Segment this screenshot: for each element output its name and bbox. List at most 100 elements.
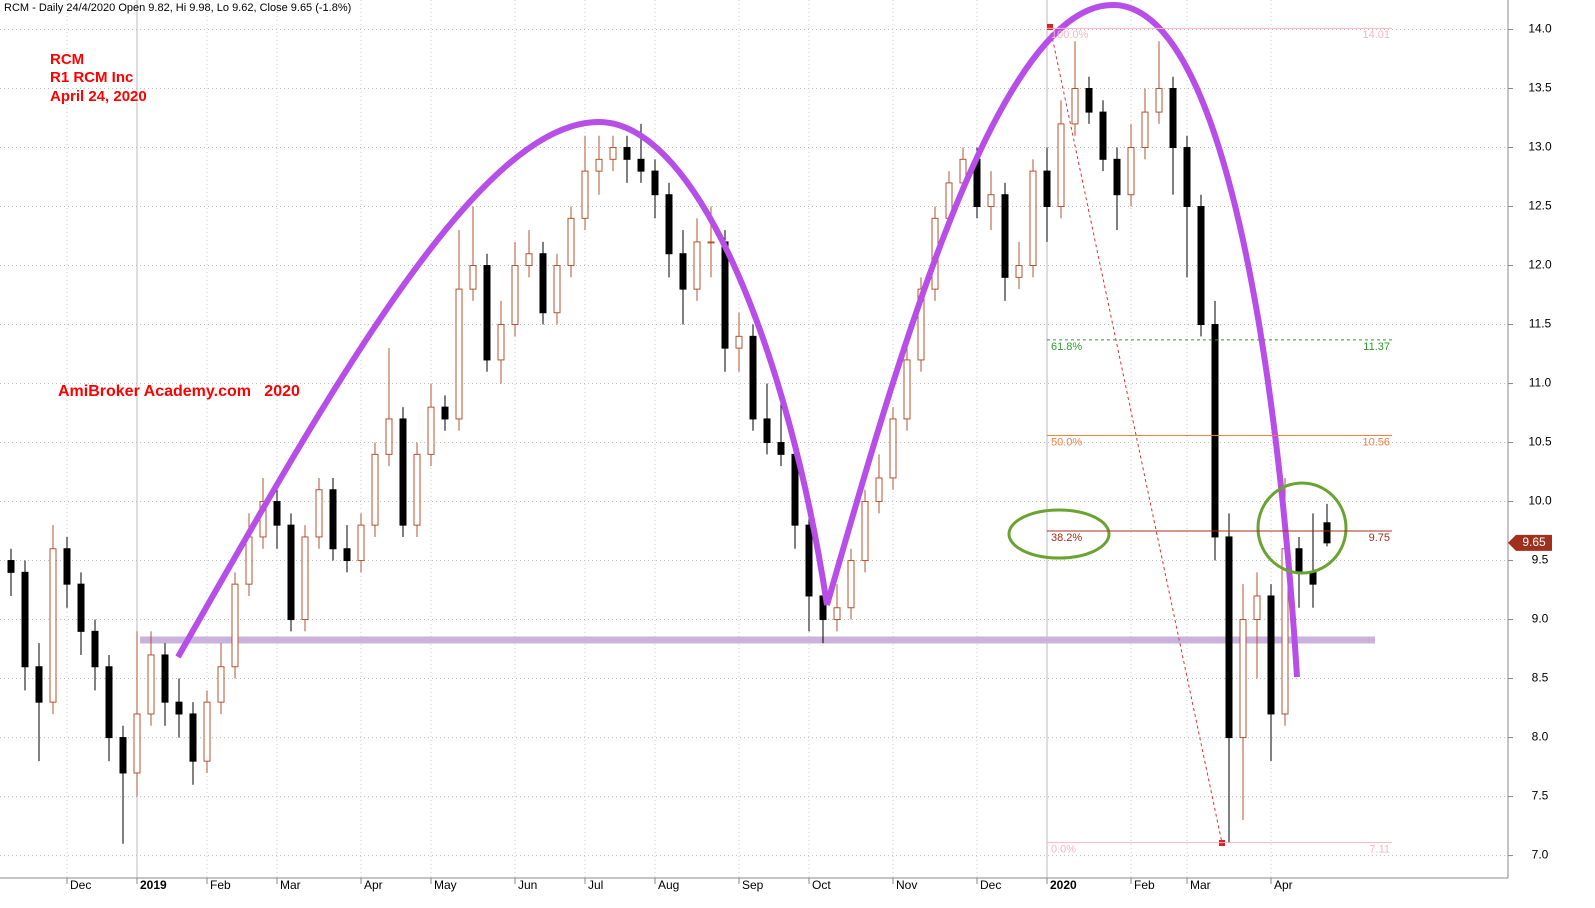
candle-body — [651, 170, 659, 196]
candle-body — [861, 501, 869, 562]
candle-body — [707, 241, 715, 244]
price-tag — [1508, 534, 1552, 551]
candle-body — [1211, 324, 1219, 538]
candle-body — [119, 737, 127, 774]
y-tick-label: 9.5 — [1532, 553, 1549, 567]
candle-body — [623, 147, 631, 160]
x-tick-label: Nov — [896, 878, 917, 892]
fib-label: 38.2% — [1051, 532, 1082, 544]
candle-body — [1141, 111, 1149, 149]
candle-body — [1057, 123, 1065, 208]
candle-body — [77, 583, 85, 632]
arc — [175, 118, 830, 659]
fib-label: 50.0% — [1051, 436, 1082, 448]
candle-body — [903, 359, 911, 420]
x-tick-label: Dec — [980, 878, 1001, 892]
candle-body — [1085, 88, 1093, 113]
x-tick-label: Feb — [210, 878, 231, 892]
x-tick-label: Aug — [658, 878, 679, 892]
candle-body — [441, 406, 449, 420]
x-tick-label: Apr — [364, 878, 383, 892]
candle-body — [147, 654, 155, 715]
x-tick-label: Dec — [70, 878, 91, 892]
candle-body — [399, 418, 407, 526]
x-tick-label: Jun — [518, 878, 537, 892]
candle-body — [1043, 170, 1051, 208]
candle-body — [1015, 265, 1023, 278]
x-tick-label: Oct — [812, 878, 831, 892]
y-tick-label: 10.0 — [1528, 494, 1552, 508]
fib-label: 0.0% — [1051, 844, 1076, 856]
candle-body — [469, 265, 477, 290]
candle-body — [203, 701, 211, 762]
fib-value: 14.01 — [1362, 29, 1390, 41]
annotation: RCM — [50, 51, 84, 68]
candle-body — [315, 489, 323, 538]
fib-label: 100.0% — [1051, 29, 1089, 41]
candle-body — [833, 607, 841, 621]
x-tick-label: May — [434, 878, 457, 892]
candle-body — [721, 241, 729, 349]
y-tick-label: 8.5 — [1532, 671, 1549, 685]
candle-body — [763, 418, 771, 444]
y-tick-label: 12.5 — [1528, 199, 1552, 213]
candle-body — [161, 654, 169, 703]
candle-body — [49, 548, 57, 703]
candle-body — [189, 713, 197, 762]
candle-body — [1309, 571, 1317, 585]
candle-body — [539, 253, 547, 314]
candle-body — [749, 335, 757, 420]
annotation: R1 RCM Inc — [50, 69, 133, 86]
header: RCM - Daily 24/4/2020 Open 9.82, Hi 9.98… — [4, 2, 351, 14]
x-tick-label: 2020 — [1050, 878, 1077, 892]
fib-anchor — [1047, 24, 1053, 30]
highlight-ellipse — [1256, 481, 1348, 575]
candle-body — [511, 265, 519, 326]
candle-body — [735, 335, 743, 349]
candle-body — [1225, 536, 1233, 739]
candle-body — [287, 524, 295, 621]
candle-body — [175, 701, 183, 715]
fib-label: 61.8% — [1051, 341, 1082, 353]
candle-body — [595, 158, 603, 172]
annotation: April 24, 2020 — [50, 88, 147, 105]
candle-body — [1183, 147, 1191, 208]
candle-body — [679, 253, 687, 290]
candle-body — [525, 253, 533, 267]
y-tick-label: 14.0 — [1528, 22, 1552, 36]
candle-body — [385, 418, 393, 455]
candle-body — [1239, 619, 1247, 739]
candle-body — [133, 713, 141, 774]
candle-body — [497, 324, 505, 361]
candle-body — [371, 453, 379, 526]
x-tick-label: Apr — [1274, 878, 1293, 892]
candle-body — [665, 194, 673, 255]
fib-value: 10.56 — [1362, 436, 1390, 448]
candle-body — [1197, 206, 1205, 326]
y-tick-label: 10.5 — [1528, 435, 1552, 449]
candle-body — [1323, 522, 1331, 544]
y-tick-label: 7.5 — [1532, 789, 1549, 803]
candle-body — [693, 241, 701, 290]
candle-body — [553, 265, 561, 314]
candle-body — [105, 666, 113, 739]
x-tick-label: Jul — [588, 878, 603, 892]
candle-body — [917, 288, 925, 361]
arc — [824, 1, 1300, 678]
candle-body — [21, 571, 29, 668]
candle-body — [91, 630, 99, 668]
candle-body — [637, 158, 645, 172]
candle-body — [1071, 88, 1079, 125]
candle-body — [413, 453, 421, 526]
candle-body — [455, 288, 463, 420]
candle-body — [875, 477, 883, 503]
y-tick-label: 11.5 — [1529, 317, 1552, 331]
candle-body — [1267, 595, 1275, 715]
candle-body — [1295, 548, 1303, 573]
candle-body — [427, 406, 435, 455]
candle-body — [987, 194, 995, 208]
candle-body — [231, 583, 239, 668]
price-tag-label: 9.65 — [1522, 535, 1546, 549]
y-tick-label: 8.0 — [1532, 730, 1549, 744]
